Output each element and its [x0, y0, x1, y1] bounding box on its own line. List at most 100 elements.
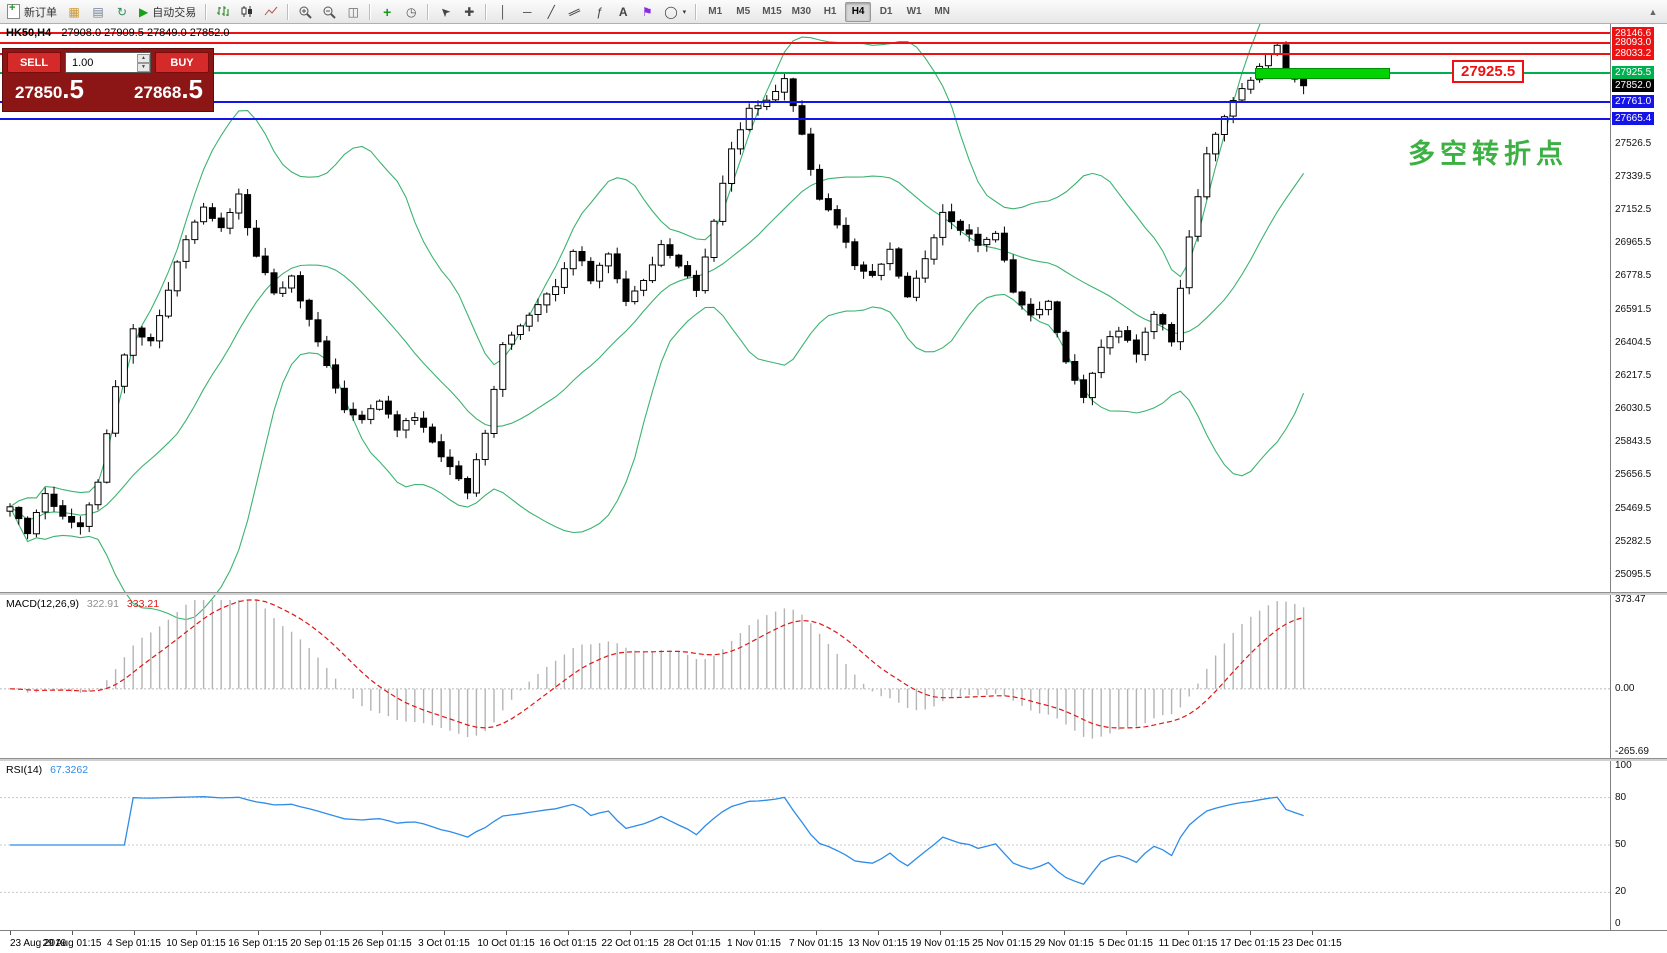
bar-chart-button[interactable] — [212, 2, 234, 22]
time-axis-tick — [10, 931, 11, 935]
time-axis-tick — [630, 931, 631, 935]
price-level-line-27925.5[interactable] — [0, 71, 1610, 74]
time-axis-label: 13 Nov 01:15 — [848, 938, 908, 949]
time-axis-tick — [1002, 931, 1003, 935]
price-scale-label: 27526.5 — [1615, 137, 1652, 149]
price-level-line-28033.2[interactable] — [0, 52, 1610, 55]
time-axis-label: 7 Nov 01:15 — [789, 938, 843, 949]
toolbar-separator — [427, 3, 430, 20]
time-axis-tick — [382, 931, 383, 935]
timeframe-m30-button[interactable]: M30 — [788, 2, 815, 22]
timeframe-h1-button[interactable]: H1 — [817, 2, 843, 22]
price-line-label: 27852.0 — [1612, 79, 1655, 93]
time-axis[interactable]: 23 Aug 2019 29 Aug 01:15 4 Sep 01:15 10 Sep… — [0, 930, 1667, 953]
timeframe-d1-button[interactable]: D1 — [873, 2, 899, 22]
price-line-label: 27665.4 — [1612, 112, 1655, 126]
price-scale-label: 26030.5 — [1615, 403, 1652, 415]
price-line-label: 27761.0 — [1612, 95, 1655, 109]
sell-button[interactable]: SELL — [7, 52, 61, 73]
timeframe-m1-button[interactable]: M1 — [702, 2, 728, 22]
candlestick-chart[interactable] — [0, 0, 1610, 953]
timeframe-group: M1 M5 M15 M30 H1 H4 D1 W1 MN — [701, 1, 956, 22]
chart-ohlc-values: 27908.0 27909.5 27849.0 27852.0 — [61, 27, 230, 39]
macd-value-1: 322.91 — [86, 598, 119, 610]
timeframe-w1-button[interactable]: W1 — [901, 2, 927, 22]
volume-input[interactable] — [66, 54, 137, 71]
shapes-button[interactable]: ◯ ▾ — [660, 2, 690, 22]
time-axis-tick — [1064, 931, 1065, 935]
buy-price: 27868.5 — [134, 74, 203, 108]
price-scale-label: 26404.5 — [1615, 336, 1652, 348]
rsi-line — [10, 796, 1304, 885]
autotrading-icon: ▶ — [139, 4, 149, 19]
time-axis-tick — [754, 931, 755, 935]
time-axis-label: 11 Dec 01:15 — [1158, 938, 1218, 949]
price-level-line-27665.4[interactable] — [0, 117, 1610, 120]
new-chart-button[interactable]: ▦ — [63, 2, 85, 22]
timeframe-m15-button[interactable]: M15 — [758, 2, 785, 22]
chart-annotation[interactable]: 多空转折点 — [1408, 139, 1568, 169]
cursor-button[interactable]: ➤ — [434, 2, 456, 22]
crosshair-button[interactable]: ✚ — [458, 2, 480, 22]
buy-button[interactable]: BUY — [155, 52, 209, 73]
time-axis-label: 23 Aug 2019 — [10, 938, 67, 949]
time-axis-tick — [320, 931, 321, 935]
zoom-out-icon — [323, 6, 336, 19]
vertical-line-button[interactable]: │ — [492, 2, 514, 22]
autotrading-button[interactable]: ▶ 自动交易 — [135, 2, 200, 22]
periods-button[interactable]: ◷ — [400, 2, 422, 22]
dropdown-arrow-icon: ▾ — [682, 8, 687, 16]
time-axis-tick — [940, 931, 941, 935]
flag-label-icon: ⚑ — [641, 4, 653, 19]
price-callout[interactable]: 27925.5 — [1452, 60, 1525, 83]
price-line-label: 28033.2 — [1612, 47, 1655, 61]
tile-windows-button[interactable]: ◫ — [342, 2, 364, 22]
time-axis-label: 26 Sep 01:15 — [352, 938, 412, 949]
refresh-button[interactable]: ↻ — [111, 2, 133, 22]
price-scale-label: 25282.5 — [1615, 535, 1652, 547]
price-level-line-28093.0[interactable] — [0, 41, 1610, 44]
fibonacci-icon: ƒ — [595, 4, 603, 19]
time-axis-tick — [692, 931, 693, 935]
time-axis-tick — [878, 931, 879, 935]
price-scale-label: 26217.5 — [1615, 369, 1652, 381]
zoom-in-button[interactable] — [294, 2, 316, 22]
timeframe-m5-button[interactable]: M5 — [730, 2, 756, 22]
timeframe-h4-button[interactable]: H4 — [845, 1, 872, 22]
horizontal-line-button[interactable]: ─ — [516, 2, 538, 22]
text-tool-button[interactable]: A — [612, 2, 634, 22]
volume-up-button[interactable]: ▲ — [137, 53, 150, 63]
chart-title: HK50,H4 27908.0 27909.5 27849.0 27852.0 — [6, 27, 230, 39]
periods-icon: ◷ — [405, 4, 417, 19]
price-scale[interactable]: 28146.6 28093.0 28033.2 27925.5 27852.0 27761… — [1610, 24, 1667, 930]
indicators-button[interactable]: + — [376, 2, 398, 22]
line-chart-button[interactable] — [260, 2, 282, 22]
chart-symbol-period: HK50,H4 — [6, 27, 52, 39]
candlesticks — [6, 41, 1308, 540]
macd-histogram — [18, 600, 1305, 739]
sell-price-main: 27850 — [15, 83, 63, 102]
volume-down-button[interactable]: ▼ — [137, 62, 150, 72]
new-order-button[interactable]: 新订单 — [3, 2, 61, 22]
text-tool-icon: A — [618, 4, 628, 19]
profiles-button[interactable]: ▤ — [87, 2, 109, 22]
zoom-out-button[interactable] — [318, 2, 340, 22]
price-level-line-28146.6[interactable] — [0, 32, 1610, 35]
price-scale-label: 27339.5 — [1615, 170, 1652, 182]
support-zone-highlight[interactable] — [1255, 68, 1390, 80]
fibonacci-button[interactable]: ƒ — [588, 2, 610, 22]
price-level-line-27761.0[interactable] — [0, 100, 1610, 103]
price-scale-label: 26965.5 — [1615, 237, 1652, 249]
timeframe-mn-button[interactable]: MN — [929, 2, 955, 22]
panel-splitter[interactable] — [0, 758, 1667, 761]
candlestick-chart-button[interactable] — [236, 2, 258, 22]
trendline-button[interactable]: ╱ — [540, 2, 562, 22]
text-label-button[interactable]: ⚑ — [636, 2, 658, 22]
vertical-line-icon: │ — [499, 4, 507, 19]
time-axis-tick — [444, 931, 445, 935]
channel-button[interactable]: ∥ — [564, 2, 586, 22]
volume-spinner: ▲ ▼ — [137, 53, 150, 72]
refresh-icon: ↻ — [116, 4, 128, 19]
panel-splitter[interactable] — [0, 592, 1667, 595]
toolbar-scroll-up-button[interactable]: ▲ — [1642, 2, 1664, 22]
